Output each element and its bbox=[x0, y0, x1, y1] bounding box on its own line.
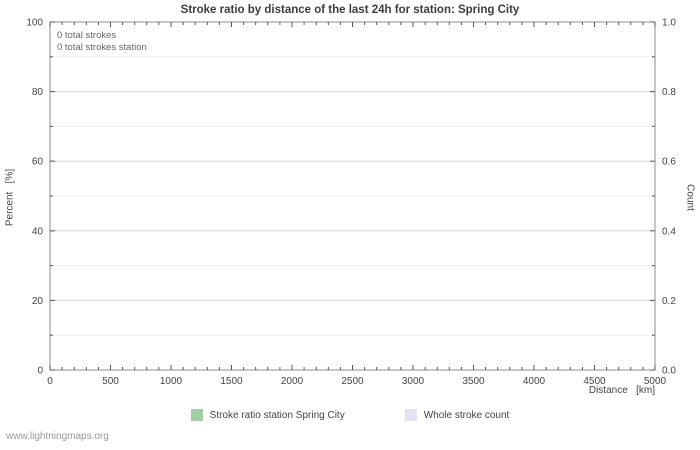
x-tick-label: 0 bbox=[47, 376, 53, 387]
legend-swatch-whole-stroke-count bbox=[404, 409, 417, 421]
legend: Stroke ratio station Spring City Whole s… bbox=[0, 409, 700, 421]
y-tick-label-right: 0.8 bbox=[662, 87, 676, 98]
y-tick-label-left: 80 bbox=[32, 87, 44, 98]
legend-label-whole-stroke-count: Whole stroke count bbox=[423, 409, 510, 421]
chart-title: Stroke ratio by distance of the last 24h… bbox=[180, 4, 520, 16]
annotation-total-strokes-station: 0 total strokes station bbox=[57, 42, 147, 53]
annotation-total-strokes: 0 total strokes bbox=[57, 30, 117, 41]
y-tick-label-right: 0.4 bbox=[662, 226, 676, 237]
x-tick-label: 1000 bbox=[160, 376, 183, 387]
y-tick-label-left: 40 bbox=[32, 226, 44, 237]
y-tick-label-right: 0.6 bbox=[662, 157, 676, 168]
x-tick-label: 1500 bbox=[220, 376, 243, 387]
x-axis-title: Distance [km] bbox=[588, 385, 655, 396]
x-tick-label: 500 bbox=[102, 376, 119, 387]
x-tick-label: 3000 bbox=[402, 376, 425, 387]
y-tick-label-left: 60 bbox=[32, 157, 44, 168]
y-tick-label-right: 0.0 bbox=[662, 366, 676, 377]
x-tick-label: 2500 bbox=[341, 376, 364, 387]
legend-item-stroke-ratio: Stroke ratio station Spring City bbox=[190, 409, 345, 421]
left-axis-title: Percent [%] bbox=[4, 168, 16, 227]
right-axis-title: Count bbox=[684, 184, 696, 211]
x-tick-label: 5000 bbox=[644, 376, 667, 387]
y-tick-label-right: 1.0 bbox=[662, 18, 676, 29]
x-tick-label: 4000 bbox=[523, 376, 546, 387]
y-tick-label-left: 0 bbox=[37, 366, 43, 377]
legend-swatch-stroke-ratio bbox=[190, 409, 203, 421]
y-tick-label-left: 20 bbox=[32, 296, 44, 307]
legend-label-stroke-ratio: Stroke ratio station Spring City bbox=[209, 409, 345, 421]
x-tick-label: 3500 bbox=[462, 376, 485, 387]
lightningmaps-watermark: www.lightningmaps.org bbox=[6, 431, 109, 442]
x-tick-label: 4500 bbox=[583, 376, 606, 387]
y-tick-label-right: 0.2 bbox=[662, 296, 676, 307]
y-tick-label-left: 100 bbox=[26, 18, 43, 29]
legend-item-whole-stroke-count: Whole stroke count bbox=[404, 409, 510, 421]
x-tick-label: 2000 bbox=[281, 376, 304, 387]
